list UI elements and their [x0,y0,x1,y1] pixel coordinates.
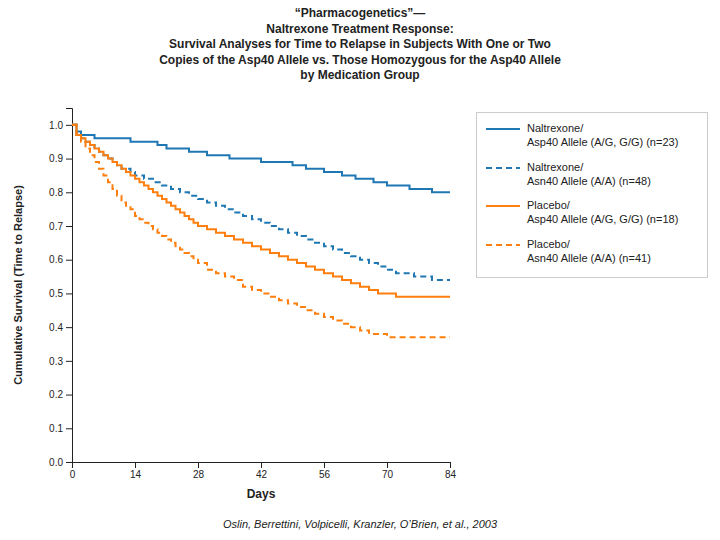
y-tick-mark [66,125,72,126]
legend-label: Naltrexone/ Asp40 Allele (A/G, G/G) (n=2… [527,121,678,150]
annotation: Oslin, Berrettini, Volpicelli, Kranzler,… [0,518,720,530]
y-tick-label: 0.9 [49,153,63,164]
series-line [72,125,450,280]
y-tick-label: 0.7 [49,221,63,232]
x-tick-mark [324,462,325,468]
x-tick-mark [198,462,199,468]
y-tick: 0.4 [49,322,72,333]
legend-swatch [485,160,521,174]
y-tick-label: 0.8 [49,187,63,198]
legend-item: Placebo/ Asp40 Allele (A/G, G/G) (n=18) [485,198,699,227]
x-tick-mark [450,462,451,468]
x-tick-label: 84 [445,469,457,480]
legend-item: Naltrexone/ Asn40 Allele (A/A) (n=48) [485,160,699,189]
legend-item: Placebo/ Asn40 Allele (A/A) (n=41) [485,237,699,266]
y-tick-label: 0.1 [49,423,63,434]
x-tick-label: 42 [256,469,268,480]
series-lines [72,125,450,337]
y-tick-mark [66,159,72,160]
y-tick: 0.9 [49,153,72,164]
x-tick-label: 56 [319,469,331,480]
x-axis: 0 14 28 42 56 70 84 [70,462,457,480]
y-axis-line [66,109,73,463]
legend-label: Placebo/ Asn40 Allele (A/A) (n=41) [527,237,651,266]
x-tick-mark [387,462,388,468]
y-tick-label: 0.2 [49,389,63,400]
y-tick: 0.3 [49,356,72,367]
chart-title: “Pharmacogenetics”— Naltrexone Treatment… [0,6,720,84]
y-tick-mark [66,462,72,463]
legend-label: Placebo/ Asp40 Allele (A/G, G/G) (n=18) [527,198,678,227]
series-line [72,125,450,297]
legend-swatch-line [486,128,520,130]
x-tick: 42 [256,462,268,480]
y-tick: 0.1 [49,423,72,434]
y-tick-mark [66,192,72,193]
x-axis-title: Days [247,487,276,501]
legend: Naltrexone/ Asp40 Allele (A/G, G/G) (n=2… [476,112,708,278]
y-tick-mark [66,395,72,396]
x-tick: 14 [130,462,142,480]
y-tick-mark [66,428,72,429]
x-tick-mark [261,462,262,468]
x-axis-line [73,463,451,469]
y-tick-mark [66,327,72,328]
legend-item: Naltrexone/ Asp40 Allele (A/G, G/G) (n=2… [485,121,699,150]
y-axis-title: Cumulative Survival (Time to Relapse) [12,185,24,385]
legend-swatch-line [486,244,520,246]
y-tick: 0.6 [49,254,72,265]
y-axis: 0.0 0.1 0.2 0.3 0.4 0.5 0.6 0.7 0.8 0.9 1.0 [49,109,72,468]
y-tick-mark [66,260,72,261]
legend-swatch [485,198,521,212]
legend-label: Naltrexone/ Asn40 Allele (A/A) (n=48) [527,160,651,189]
y-tick-mark [66,361,72,362]
y-tick-label: 0.6 [49,254,63,265]
legend-swatch-line [486,205,520,207]
y-tick-mark [66,226,72,227]
series-line [72,125,450,192]
x-tick: 70 [382,462,394,480]
x-tick: 28 [193,462,205,480]
y-tick-label: 0.0 [49,457,63,468]
y-tick-label: 1.0 [49,120,63,131]
x-tick-label: 70 [382,469,394,480]
y-tick: 0.7 [49,221,72,232]
series-line [72,125,450,337]
legend-swatch-line [486,167,520,169]
y-tick-mark [66,293,72,294]
y-tick: 0.2 [49,389,72,400]
legend-swatch [485,237,521,251]
x-tick-label: 28 [193,469,205,480]
x-tick-mark [135,462,136,468]
x-tick-label: 0 [70,469,76,480]
y-tick-label: 0.4 [49,322,63,333]
legend-swatch [485,121,521,135]
y-tick: 0.5 [49,288,72,299]
y-tick: 0.0 [49,457,72,468]
y-tick-label: 0.5 [49,288,63,299]
x-tick: 0 [70,462,76,480]
x-tick-label: 14 [130,469,142,480]
y-tick-label: 0.3 [49,356,63,367]
y-tick: 0.8 [49,187,72,198]
y-tick: 1.0 [49,120,72,131]
x-tick: 84 [445,462,457,480]
x-tick: 56 [319,462,331,480]
